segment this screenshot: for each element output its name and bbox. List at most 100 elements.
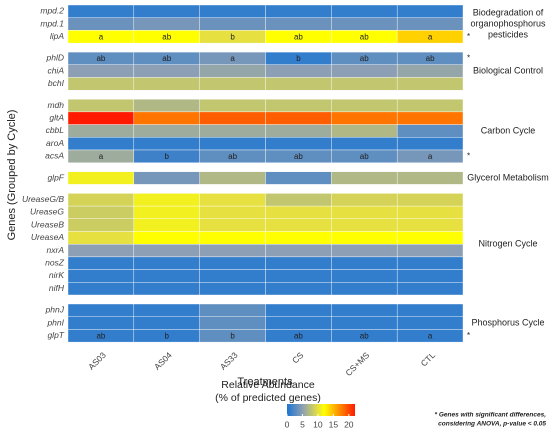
- heatmap-cell: [331, 171, 398, 185]
- heatmap-cell: [396, 269, 464, 283]
- colorbar-tick-label: 0: [285, 419, 290, 429]
- colorbar-tick-label: 5: [300, 419, 305, 429]
- heatmap-cell: [199, 124, 266, 138]
- significance-letter: b: [230, 32, 235, 41]
- significance-letter: ab: [294, 32, 303, 41]
- heatmap-cell: [396, 205, 464, 220]
- heatmap-cell: [133, 316, 200, 330]
- heatmap-cell: [67, 218, 135, 232]
- heatmap-cell: [133, 231, 200, 245]
- heatmap-cell: [67, 77, 135, 91]
- significance-letter: b: [165, 152, 170, 161]
- x-axis-label: Treatments: [237, 376, 293, 388]
- group-label: organophosphorus: [470, 18, 546, 28]
- heatmap-cell: [331, 243, 398, 258]
- heatmap-cell: [396, 231, 464, 245]
- y-axis-label: Genes (Grouped by Cycle): [6, 110, 18, 241]
- gene-label: phlD: [46, 53, 64, 63]
- heatmap-cell: [133, 4, 200, 18]
- heatmap-cell: [133, 17, 200, 31]
- heatmap-cell: [133, 282, 200, 296]
- heatmap-cell: [396, 316, 464, 330]
- heatmap-cell: [199, 205, 266, 220]
- significance-letter: ab: [96, 54, 105, 63]
- heatmap-cell: [133, 137, 200, 151]
- heatmap-cell: [265, 17, 332, 31]
- gene-label: acsA: [45, 151, 64, 161]
- group-label: Biodegradation of: [473, 7, 544, 17]
- gene-label: nifH: [49, 283, 65, 293]
- x-tick-label: CS: [290, 350, 306, 366]
- gene-label: aroA: [46, 138, 64, 148]
- heatmap-cell: [396, 98, 464, 113]
- gene-label: glpT: [47, 330, 64, 340]
- heatmap-cell: [265, 77, 332, 91]
- heatmap-cell: [265, 269, 332, 283]
- gene-label: UreaseG: [30, 207, 64, 217]
- heatmap-cell: [265, 303, 332, 317]
- heatmap-cell: [265, 124, 332, 138]
- gene-label: chiA: [47, 65, 64, 75]
- heatmap-cell: [265, 256, 332, 270]
- colorbar-tick-label: 10: [313, 419, 323, 429]
- heatmap-cell: [396, 329, 464, 343]
- gene-label: UreaseA: [31, 232, 64, 242]
- heatmap-cell: [133, 98, 200, 113]
- heatmap-cell: [331, 17, 398, 31]
- heatmap-cell: [199, 231, 266, 245]
- significance-marker: *: [467, 151, 470, 160]
- heatmap-cell: [331, 256, 398, 270]
- heatmap-cell: [331, 218, 398, 232]
- footnote: considering ANOVA, p-value < 0.05: [438, 421, 546, 428]
- heatmap-cell: [265, 111, 332, 125]
- heatmap-cell: [331, 4, 398, 18]
- heatmap-cell: [67, 243, 135, 258]
- gene-label: UreaseB: [31, 219, 64, 229]
- heatmap-cell: [331, 303, 398, 317]
- gene-label: mpd.1: [40, 18, 64, 28]
- heatmap-cell: [67, 4, 135, 18]
- significance-letter: a: [99, 32, 104, 41]
- gene-label: mpd.2: [40, 6, 64, 16]
- gene-label: lipA: [50, 31, 65, 41]
- heatmap-cell: [396, 282, 464, 296]
- heatmap-cell: [265, 231, 332, 245]
- group-label: Glycerol Metabolism: [467, 172, 549, 182]
- significance-letter: a: [230, 54, 235, 63]
- heatmap-cell: [396, 4, 464, 18]
- heatmap-cell: [199, 316, 266, 330]
- heatmap-cell: [265, 218, 332, 232]
- colorbar: [287, 404, 355, 416]
- heatmap-cell: [199, 64, 266, 78]
- heatmap-cell: [199, 4, 266, 18]
- heatmap-cell: [331, 231, 398, 245]
- heatmap-cell: [265, 282, 332, 296]
- heatmap-cell: [331, 111, 398, 125]
- heatmap-cell: [331, 124, 398, 138]
- heatmap-cell: [396, 30, 464, 44]
- x-tick-label: AS03: [86, 350, 108, 372]
- heatmap-cell: [331, 282, 398, 296]
- x-tick-label: AS33: [218, 350, 240, 372]
- significance-letter: a: [428, 152, 433, 161]
- heatmap-cell: [133, 218, 200, 232]
- heatmap-cell: [396, 64, 464, 78]
- heatmap-cell: [199, 111, 266, 125]
- heatmap-cell: [265, 98, 332, 113]
- significance-letter: ab: [294, 152, 303, 161]
- heatmap-cell: [396, 193, 464, 207]
- heatmap-cell: [199, 77, 266, 91]
- gene-label: cbbL: [46, 125, 65, 135]
- significance-letter: ab: [162, 32, 171, 41]
- gene-label: phnI: [46, 317, 64, 327]
- heatmap-cell: [396, 303, 464, 317]
- heatmap-cell: [396, 17, 464, 31]
- heatmap-cell: [199, 243, 266, 258]
- gene-label: nxrA: [47, 245, 65, 255]
- heatmap-cell: [396, 218, 464, 232]
- heatmap-cell: [67, 316, 135, 330]
- heatmap-cell: [67, 256, 135, 270]
- significance-letter: ab: [96, 331, 105, 340]
- heatmap-cell: [199, 282, 266, 296]
- significance-marker: *: [467, 32, 470, 41]
